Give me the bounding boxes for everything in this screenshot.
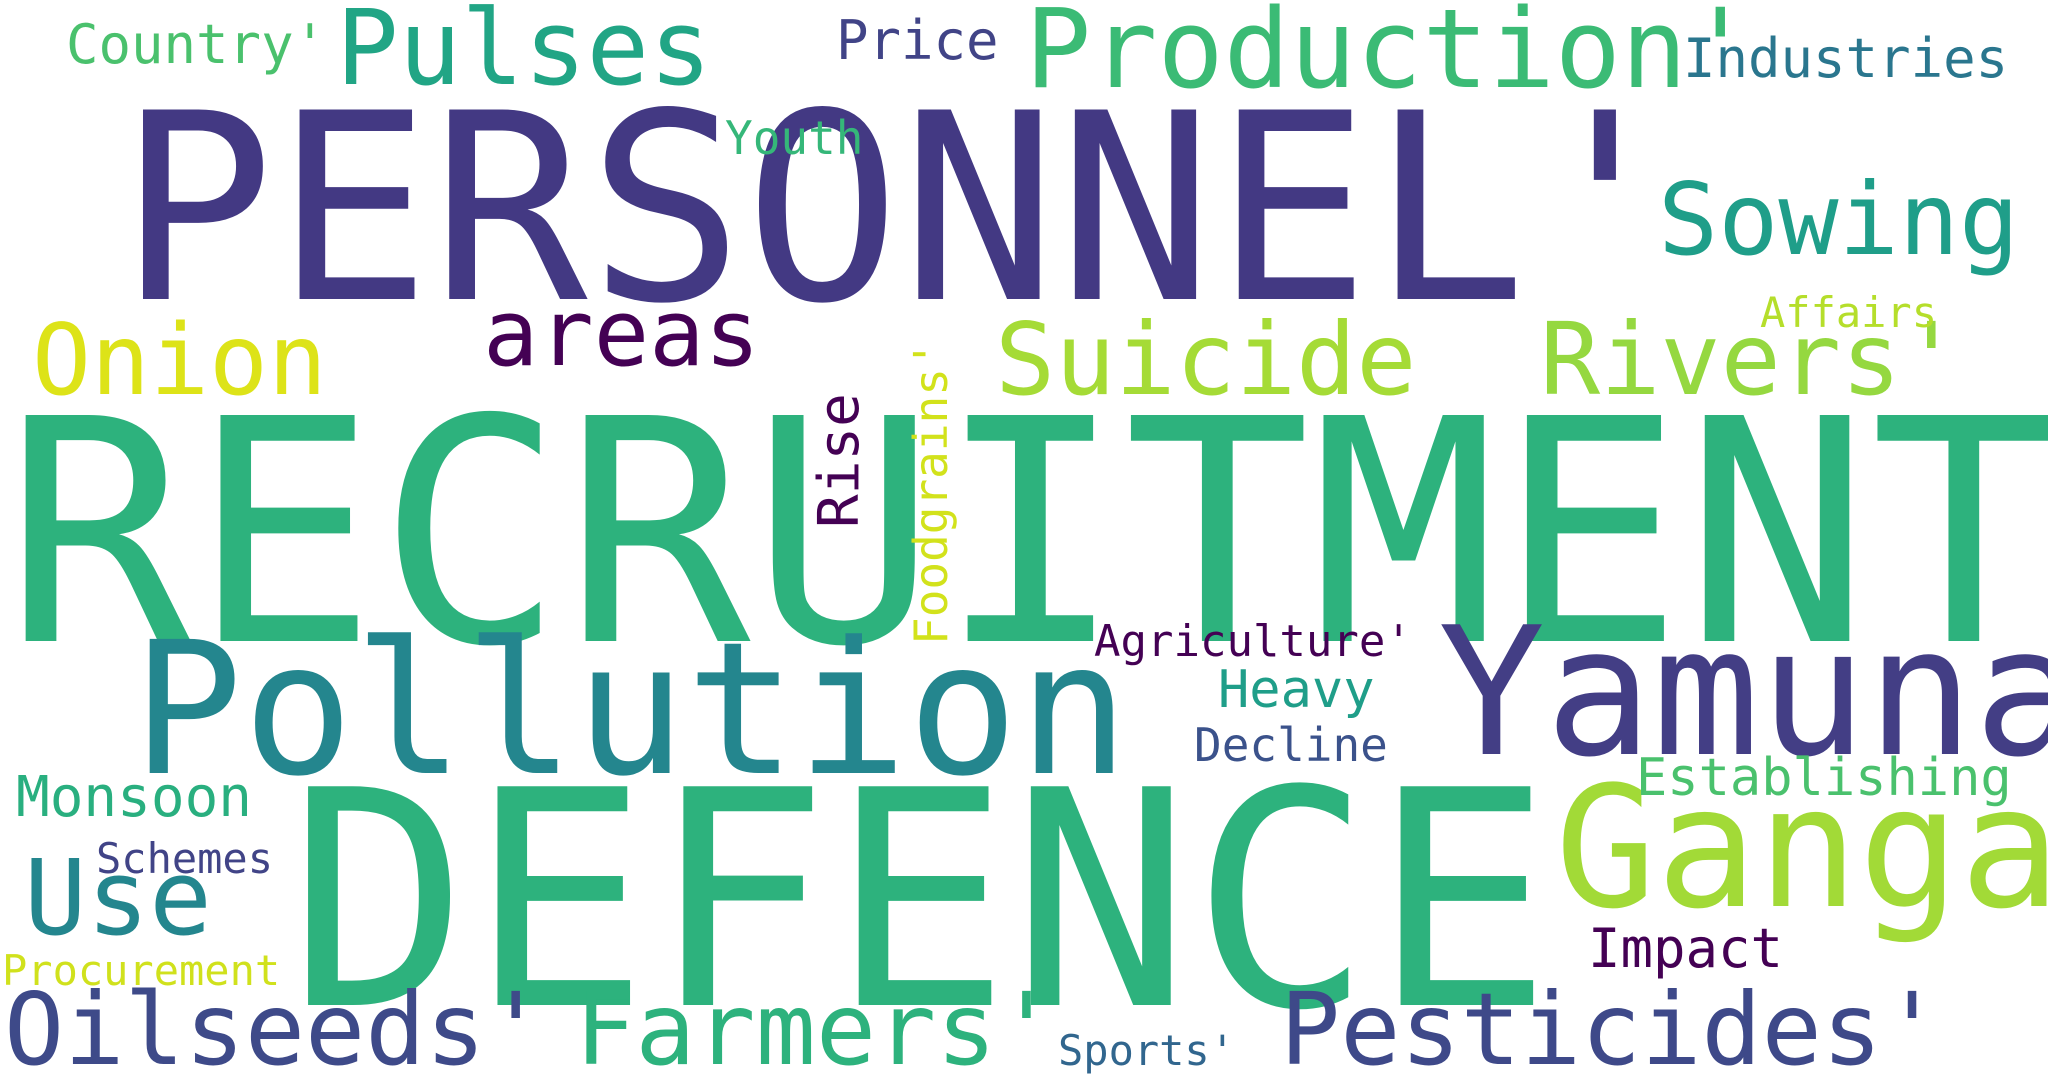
word-suicide: Suicide xyxy=(995,301,1417,418)
word-production: Production' xyxy=(1025,0,1754,113)
word-procurement: Procurement xyxy=(2,946,281,995)
word-sports: Sports' xyxy=(1058,1026,1236,1075)
word-rise: Rise xyxy=(807,393,872,528)
word-pesticides: Pesticides' xyxy=(1280,971,1943,1080)
word-rivers: Rivers' xyxy=(1540,301,1962,418)
word-defence: DEFENCE xyxy=(288,727,1553,1076)
word-impact: Impact xyxy=(1588,917,1784,980)
word-affairs: Affairs xyxy=(1760,288,1938,337)
word-sowing: Sowing xyxy=(1658,161,2020,278)
word-ganga: Ganga xyxy=(1555,750,2048,946)
word-yamuna: Yamuna xyxy=(1438,589,2048,796)
word-farmers: Farmers' xyxy=(575,971,1057,1080)
word-decline: Decline xyxy=(1194,718,1388,772)
word-industries: Industries xyxy=(1683,27,2009,90)
word-oilseeds: Oilseeds' xyxy=(4,971,546,1080)
word-monsoon: Monsoon xyxy=(16,765,253,830)
word-recruitment: RECRUITMENT xyxy=(4,354,2048,715)
word-personnel: PERSONNEL' xyxy=(118,59,1684,361)
word-pollution: Pollution xyxy=(132,603,1129,817)
word-agriculture: Agriculture' xyxy=(1094,616,1412,667)
word-use: Use xyxy=(24,837,212,959)
word-onion: Onion xyxy=(32,304,328,418)
word-areas: areas xyxy=(483,280,760,387)
word-schemes: Schemes xyxy=(96,834,274,883)
word-youth: Youth xyxy=(725,111,864,165)
word-country: Country' xyxy=(66,13,327,76)
word-heavy: Heavy xyxy=(1218,660,1375,720)
word-foodgrains: Foodgrains' xyxy=(904,340,958,645)
word-establishing: Establishing xyxy=(1636,748,2012,808)
word-pulses: Pulses xyxy=(336,0,712,109)
word-price: Price xyxy=(836,9,999,72)
